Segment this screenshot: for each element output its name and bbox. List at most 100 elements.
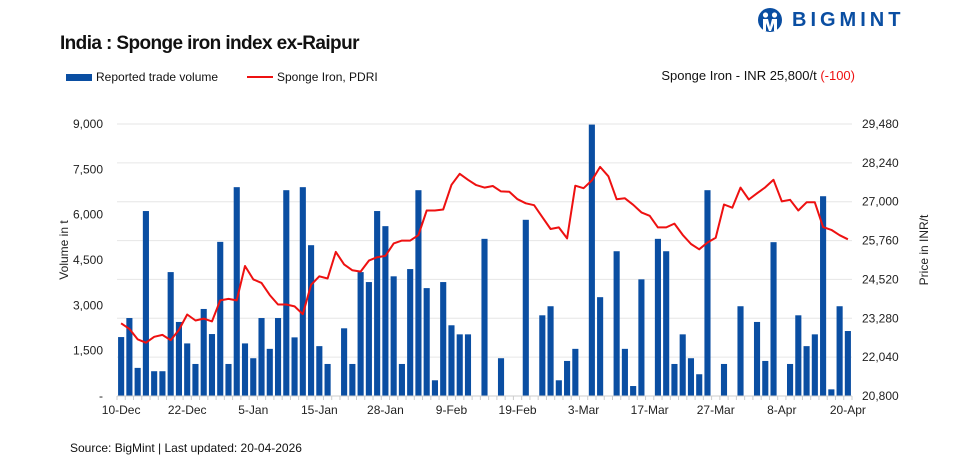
y-right-tick-label: 22,040: [862, 350, 899, 364]
volume-bar: [192, 363, 199, 396]
volume-bar: [687, 358, 695, 396]
volume-bar: [663, 251, 670, 396]
volume-bars: [118, 124, 851, 397]
y-left-tick-label: 4,500: [73, 253, 103, 267]
volume-bar: [448, 325, 455, 396]
volume-bar: [844, 331, 851, 396]
volume-bar: [621, 348, 628, 396]
volume-bar: [704, 190, 711, 396]
volume-bar: [811, 334, 818, 396]
y-left-tick-label: 9,000: [73, 117, 103, 131]
volume-bar: [762, 360, 769, 396]
price-change: (-100): [820, 68, 855, 83]
volume-bar: [613, 251, 620, 396]
volume-bar: [118, 337, 125, 396]
volume-bar: [679, 334, 686, 396]
volume-bar: [159, 371, 166, 396]
volume-bar: [836, 306, 843, 396]
volume-bar: [464, 334, 472, 396]
volume-bar: [208, 334, 216, 396]
volume-bar: [770, 242, 777, 396]
y-right-tick-label: 28,240: [862, 156, 899, 170]
bigmint-logo: BIGMINT: [756, 6, 904, 34]
volume-bar: [167, 272, 174, 396]
volume-bar: [407, 269, 414, 396]
volume-bar: [440, 282, 447, 396]
volume-bar: [374, 211, 381, 396]
volume-bar: [638, 279, 645, 396]
legend-item-price: Sponge Iron, PDRI: [247, 70, 378, 84]
volume-bar: [398, 363, 405, 396]
volume-bar: [357, 272, 364, 396]
legend-item-volume: Reported trade volume: [66, 70, 218, 84]
volume-bar: [497, 358, 505, 396]
volume-bar: [349, 363, 356, 396]
volume-bar: [481, 238, 488, 396]
legend-swatch-line: [247, 76, 273, 78]
legend-label-price: Sponge Iron, PDRI: [277, 70, 378, 84]
y-right-tick-label: 29,480: [862, 117, 899, 131]
volume-bar: [283, 190, 290, 396]
volume-bar: [142, 211, 149, 396]
x-tick-label: 9-Feb: [436, 403, 468, 417]
volume-bar: [564, 360, 571, 396]
volume-bar: [341, 328, 348, 396]
volume-bar: [753, 321, 761, 396]
y-right-tick-label: 23,280: [862, 311, 899, 325]
volume-bar: [200, 308, 207, 396]
volume-bar: [787, 363, 794, 396]
volume-bar: [184, 343, 191, 396]
x-tick-label: 20-Apr: [830, 403, 866, 417]
volume-bar: [795, 315, 802, 396]
y-left-tick-label: 6,000: [73, 208, 103, 222]
volume-bar: [151, 371, 158, 396]
chart-title: India : Sponge iron index ex-Raipur: [60, 33, 359, 54]
price-line-group: [120, 165, 849, 344]
volume-bar: [324, 363, 331, 396]
axes: 20,800 22,040 23,280 24,520 25,760 27,000 28,2…: [73, 117, 899, 417]
x-tick-label: 19-Feb: [499, 403, 537, 417]
x-tick-label: 5-Jan: [238, 403, 268, 417]
x-tick-label: 17-Mar: [631, 403, 669, 417]
volume-bar: [225, 363, 232, 396]
volume-bar: [126, 318, 133, 396]
volume-bar: [803, 346, 810, 396]
volume-bar: [522, 219, 529, 396]
price-note: Sponge Iron - INR 25,800/t (-100): [661, 68, 855, 83]
volume-bar: [291, 337, 298, 396]
price-line: [120, 165, 849, 344]
volume-bar: [423, 288, 430, 396]
bigmint-logo-icon: [758, 8, 782, 32]
y-right-tick-label: 27,000: [862, 195, 899, 209]
x-tick-label: 3-Mar: [568, 403, 599, 417]
volume-bar: [737, 306, 744, 396]
volume-bar: [820, 196, 827, 396]
y-left-tick-label: 3,000: [73, 298, 103, 312]
volume-bar: [274, 318, 282, 396]
volume-bar: [547, 306, 554, 396]
volume-bar: [250, 358, 257, 396]
y-left-tick-label: -: [99, 389, 103, 403]
y-axis-left-label: Volume in t: [57, 220, 71, 280]
volume-bar: [316, 346, 323, 396]
price-note-text: Sponge Iron - INR 25,800/t: [661, 68, 817, 83]
x-tick-label: 22-Dec: [168, 403, 207, 417]
volume-bar: [588, 124, 595, 397]
volume-bar: [390, 276, 397, 396]
y-left-tick-label: 1,500: [73, 344, 103, 358]
legend-swatch-bar: [66, 73, 92, 81]
volume-bar: [597, 297, 604, 396]
y-right-tick-label: 20,800: [862, 389, 899, 403]
volume-bar: [720, 363, 728, 396]
volume-bar: [654, 238, 661, 396]
x-tick-label: 15-Jan: [301, 403, 338, 417]
source-note: Source: BigMint | Last updated: 20-04-20…: [70, 441, 302, 455]
volume-bar: [828, 389, 835, 396]
volume-bar: [696, 374, 703, 396]
volume-bar: [415, 190, 422, 396]
y-right-tick-label: 24,520: [862, 272, 899, 286]
volume-bar: [365, 282, 372, 396]
volume-bar: [233, 187, 240, 396]
volume-bar: [134, 367, 141, 396]
